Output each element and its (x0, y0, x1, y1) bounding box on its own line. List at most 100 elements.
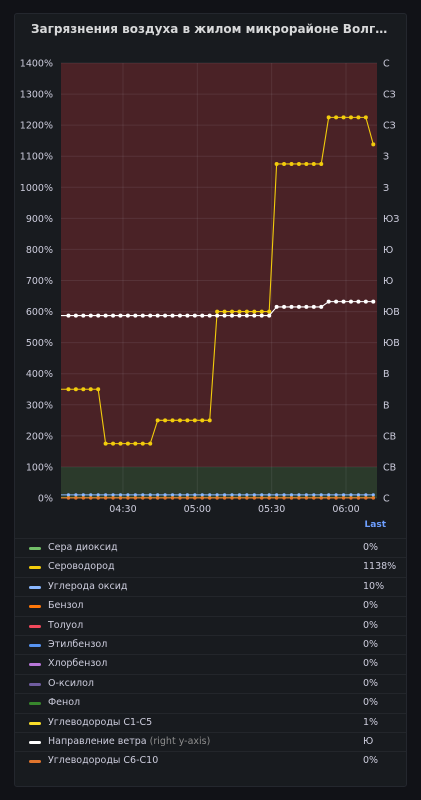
series-0-point (125, 441, 130, 446)
series-1-point (296, 304, 301, 309)
legend-last-value: 0% (363, 542, 379, 553)
series-2-point (141, 493, 145, 497)
series-0-point (304, 161, 309, 166)
series-5-point (81, 496, 85, 500)
series-1-point (244, 313, 249, 318)
y-left-tick-label: 1100% (20, 152, 53, 163)
legend-swatch (29, 547, 41, 550)
series-2-point (170, 493, 175, 497)
series-1-point (207, 313, 212, 318)
legend-row[interactable]: Толуол 0% (15, 615, 406, 635)
series-2-point (327, 493, 331, 497)
series-5-point (200, 496, 204, 500)
legend-series-name[interactable]: Хлорбензол (48, 658, 107, 669)
legend-series-name[interactable]: Бензол (48, 600, 84, 611)
series-1-point (155, 313, 160, 318)
legend-series-name[interactable]: Сера диоксид (48, 542, 118, 553)
series-0-point (96, 387, 101, 392)
series-5-point (349, 496, 353, 500)
series-5-point (156, 496, 160, 500)
series-5-point (289, 496, 294, 500)
legend-series-name[interactable]: Углеводороды C6-C10 (48, 755, 158, 766)
series-2-point (178, 493, 182, 497)
series-1-point (311, 304, 316, 309)
series-2-point (118, 493, 123, 497)
legend-series-label: Углеводороды C6-C10 (48, 755, 159, 767)
left-y-axis: 1400% 1300% 1200% 1100% 1000% 900% 800% 700% 600… (20, 59, 53, 505)
y-right-tick-label: СЗ (383, 90, 396, 101)
threshold-band-1 (61, 63, 377, 467)
y-right-tick-label: З (383, 183, 389, 194)
series-1-point (304, 304, 309, 309)
series-1-point (348, 299, 353, 304)
y-right-tick-label: СВ (383, 431, 396, 442)
series-1-point (81, 313, 86, 318)
series-1-point (96, 313, 101, 318)
series-2-point (133, 493, 137, 497)
series-1-point (133, 313, 138, 318)
series-5-point (118, 496, 123, 500)
series-1-point (326, 299, 331, 304)
legend-series-name[interactable]: Углеводороды C1-C5 (48, 717, 152, 728)
series-2-point (341, 493, 346, 497)
legend-row[interactable]: Бензол 0% (15, 596, 406, 615)
series-0-point (319, 161, 324, 166)
series-0-point (296, 161, 301, 166)
series-5-point (356, 496, 361, 500)
legend-series-name[interactable]: Сероводород (48, 561, 115, 572)
legend-series-label: Сероводород (48, 561, 115, 573)
series-5-point (275, 496, 279, 500)
legend-row[interactable]: Сера диоксид 0% (15, 538, 406, 557)
series-1-point (103, 313, 108, 318)
legend-series-name[interactable]: Толуол (48, 620, 83, 631)
legend-row[interactable]: Углерода оксид 10% (15, 576, 406, 596)
legend-series-name[interactable]: Фенол (48, 697, 80, 708)
series-0-point (111, 441, 116, 446)
legend-series-name[interactable]: Углерода оксид (48, 581, 127, 592)
legend-last-header[interactable]: Last (364, 520, 386, 530)
series-0-point (81, 387, 86, 392)
y-right-tick-label: В (383, 400, 390, 411)
series-2-point (245, 493, 249, 497)
x-tick-label: 05:00 (184, 504, 211, 515)
series-2-point (104, 493, 108, 497)
legend-series-label: Толуол (48, 619, 84, 631)
series-0-point (185, 418, 190, 423)
legend-last-value: Ю (363, 735, 374, 747)
series-2-point (81, 493, 85, 497)
y-left-tick-label: 900% (26, 214, 53, 225)
series-0-point (356, 115, 361, 120)
series-5-point (327, 496, 331, 500)
legend-series-name[interactable]: Направление ветра (right y-axis) (48, 736, 210, 747)
legend-last-value: 0% (363, 658, 379, 670)
legend-row[interactable]: Углеводороды C1-C5 1% (15, 712, 406, 732)
legend-row[interactable]: Углеводороды C6-C10 0% (15, 751, 406, 770)
y-right-tick-label: С (383, 59, 390, 70)
legend-swatch (29, 624, 41, 628)
series-0-point (207, 418, 212, 423)
legend-row[interactable]: Сероводород 1138% (15, 557, 406, 576)
chart-area[interactable]: 1400% 1300% 1200% 1100% 1000% 900% 800% 700% 600… (15, 14, 407, 519)
series-1-point (267, 313, 272, 318)
legend-row[interactable]: Этилбензол 0% (15, 634, 406, 654)
series-0-point (215, 309, 220, 314)
series-1-point (363, 299, 368, 304)
series-0-point (148, 441, 153, 446)
series-2-point (267, 493, 271, 497)
legend-row[interactable]: Хлорбензол 0% (15, 654, 406, 673)
series-2-point (312, 493, 316, 497)
series-5-point (148, 496, 152, 500)
series-1-point (252, 313, 257, 318)
series-2-point (74, 493, 78, 497)
x-tick-label: 04:30 (109, 504, 136, 515)
legend-swatch (29, 605, 41, 609)
legend-row[interactable]: О-ксилол 0% (15, 673, 406, 693)
series-5-point (282, 496, 286, 500)
series-5-point (334, 496, 338, 500)
legend-series-name[interactable]: О-ксилол (48, 678, 94, 689)
legend-row[interactable]: Фенол 0% (15, 693, 406, 712)
series-0-point (326, 115, 331, 120)
series-5-point (252, 496, 256, 500)
legend-row[interactable]: Направление ветра (right y-axis) Ю (15, 731, 406, 751)
legend-series-name[interactable]: Этилбензол (48, 639, 107, 650)
